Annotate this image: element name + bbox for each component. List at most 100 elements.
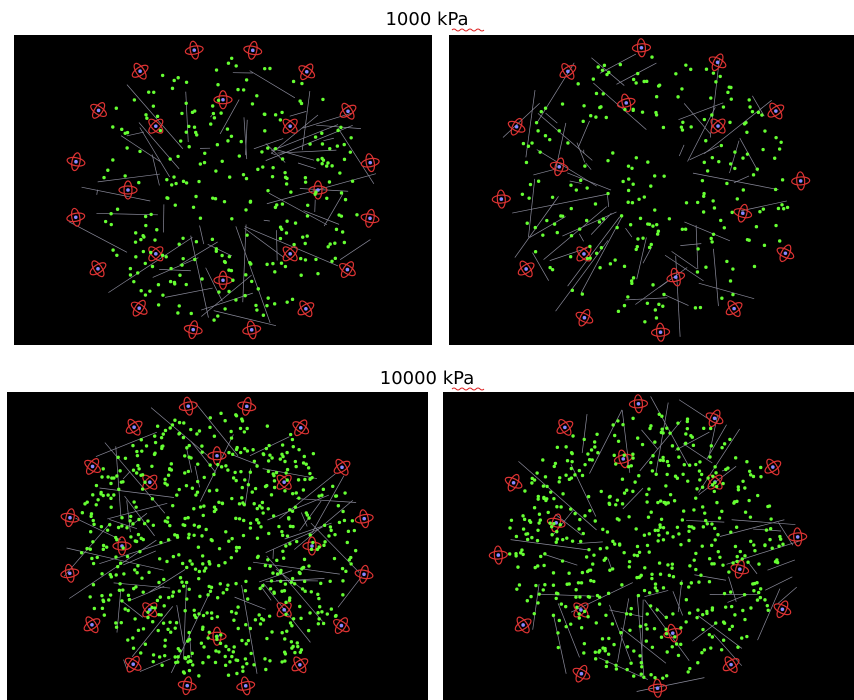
guest-molecule (165, 255, 168, 258)
guest-molecule (167, 474, 170, 477)
guest-molecule (120, 128, 123, 131)
guest-molecule (153, 434, 156, 437)
guest-molecule (162, 621, 165, 624)
guest-molecule (118, 589, 121, 592)
guest-molecule (533, 506, 536, 509)
guest-molecule (660, 428, 663, 431)
guest-molecule (753, 582, 756, 585)
guest-molecule (582, 651, 585, 654)
guest-molecule (215, 68, 218, 71)
guest-molecule (607, 653, 610, 656)
guest-molecule (641, 110, 644, 113)
guest-molecule (118, 582, 121, 585)
guest-molecule (711, 635, 714, 638)
guest-molecule (85, 547, 88, 550)
guest-molecule (285, 630, 288, 633)
guest-molecule (526, 532, 529, 535)
guest-molecule (623, 108, 626, 111)
guest-molecule (273, 270, 276, 273)
guest-molecule (650, 243, 653, 246)
guest-molecule (646, 160, 649, 163)
guest-molecule (578, 595, 581, 598)
guest-molecule (248, 567, 251, 570)
guest-molecule (152, 660, 155, 663)
guest-molecule (590, 448, 593, 451)
guest-molecule (289, 190, 292, 193)
guest-molecule (234, 612, 237, 615)
guest-molecule (700, 651, 703, 654)
guest-molecule (228, 175, 231, 178)
guest-molecule (559, 505, 562, 508)
guest-molecule (116, 456, 119, 459)
guest-molecule (173, 419, 176, 422)
guest-molecule (115, 626, 118, 629)
guest-molecule (131, 522, 134, 525)
guest-molecule (295, 540, 298, 543)
guest-molecule (351, 519, 354, 522)
guest-molecule (129, 515, 132, 518)
guest-molecule (526, 538, 529, 541)
guest-molecule (319, 582, 322, 585)
guest-molecule (197, 612, 200, 615)
guest-molecule (280, 262, 283, 265)
guest-molecule (233, 471, 236, 474)
guest-molecule (181, 237, 184, 240)
guest-molecule (182, 670, 185, 673)
guest-molecule (213, 116, 216, 119)
guest-molecule (335, 228, 338, 231)
guest-molecule (193, 609, 196, 612)
guest-molecule (216, 314, 219, 317)
guest-molecule (744, 511, 747, 514)
metal-center (741, 211, 745, 215)
guest-molecule (743, 593, 746, 596)
guest-molecule (279, 237, 282, 240)
guest-molecule (527, 196, 530, 199)
guest-molecule (181, 257, 184, 260)
guest-molecule (263, 657, 266, 660)
guest-molecule (241, 486, 244, 489)
guest-molecule (730, 605, 733, 608)
guest-molecule (558, 476, 561, 479)
guest-molecule (650, 55, 653, 58)
guest-molecule (293, 651, 296, 654)
guest-molecule (606, 159, 609, 162)
guest-molecule (583, 164, 586, 167)
guest-molecule (92, 583, 95, 586)
guest-molecule (731, 561, 734, 564)
guest-molecule (581, 292, 584, 295)
guest-molecule (530, 481, 533, 484)
guest-molecule (640, 665, 643, 668)
metal-center (74, 216, 78, 220)
guest-molecule (303, 478, 306, 481)
guest-molecule (270, 493, 273, 496)
guest-molecule (618, 543, 621, 546)
guest-molecule (711, 156, 714, 159)
guest-molecule (246, 597, 249, 600)
guest-molecule (313, 193, 316, 196)
metal-center (282, 608, 286, 612)
guest-molecule (709, 96, 712, 99)
guest-molecule (653, 174, 656, 177)
guest-molecule (333, 533, 336, 536)
guest-molecule (648, 550, 651, 553)
guest-molecule (689, 68, 692, 71)
guest-molecule (651, 469, 654, 472)
guest-molecule (242, 173, 245, 176)
guest-molecule (156, 599, 159, 602)
guest-molecule (263, 129, 266, 132)
guest-molecule (196, 462, 199, 465)
guest-molecule (739, 550, 742, 553)
guest-molecule (128, 519, 131, 522)
guest-molecule (212, 112, 215, 115)
guest-molecule (735, 526, 738, 529)
guest-molecule (548, 521, 551, 524)
guest-molecule (174, 203, 177, 206)
guest-molecule (241, 670, 244, 673)
guest-molecule (102, 548, 105, 551)
guest-molecule (774, 188, 777, 191)
guest-molecule (111, 158, 114, 161)
guest-molecule (203, 476, 206, 479)
guest-molecule (606, 192, 609, 195)
guest-molecule (566, 459, 569, 462)
guest-molecule (176, 76, 179, 79)
